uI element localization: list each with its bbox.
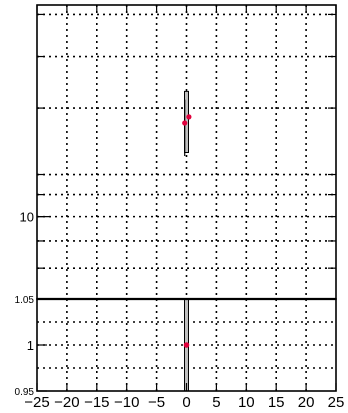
x-tick-label: −15 bbox=[84, 394, 109, 411]
x-tick-label: −5 bbox=[148, 394, 165, 411]
ratio-data-point-0 bbox=[183, 342, 190, 348]
x-tick-label: 15 bbox=[268, 394, 285, 411]
ratio-panel: 0.95 1 1.05 −25 −20 −15 −10 −5 0 5 10 15 20 25 bbox=[15, 295, 345, 411]
x-tick-label: 25 bbox=[328, 394, 345, 411]
ratio-y-tick-label: 1 bbox=[27, 338, 34, 353]
x-tick-label: 0 bbox=[182, 394, 190, 411]
ratio-y-tick-label: 0.95 bbox=[15, 387, 35, 398]
x-tick-label: 20 bbox=[298, 394, 315, 411]
x-tick-label: −25 bbox=[24, 394, 49, 411]
top-y-tick-label: 10 bbox=[20, 210, 34, 225]
x-tick-label: 10 bbox=[238, 394, 255, 411]
x-tick-label: −20 bbox=[54, 394, 79, 411]
ratio-y-tick-label: 1.05 bbox=[15, 295, 35, 306]
top-data-point-0 bbox=[182, 120, 188, 126]
x-tick-label: −10 bbox=[114, 394, 139, 411]
x-tick-label: 5 bbox=[212, 394, 220, 411]
top-data-point-1 bbox=[186, 114, 192, 120]
top-panel: 10 bbox=[20, 4, 337, 300]
